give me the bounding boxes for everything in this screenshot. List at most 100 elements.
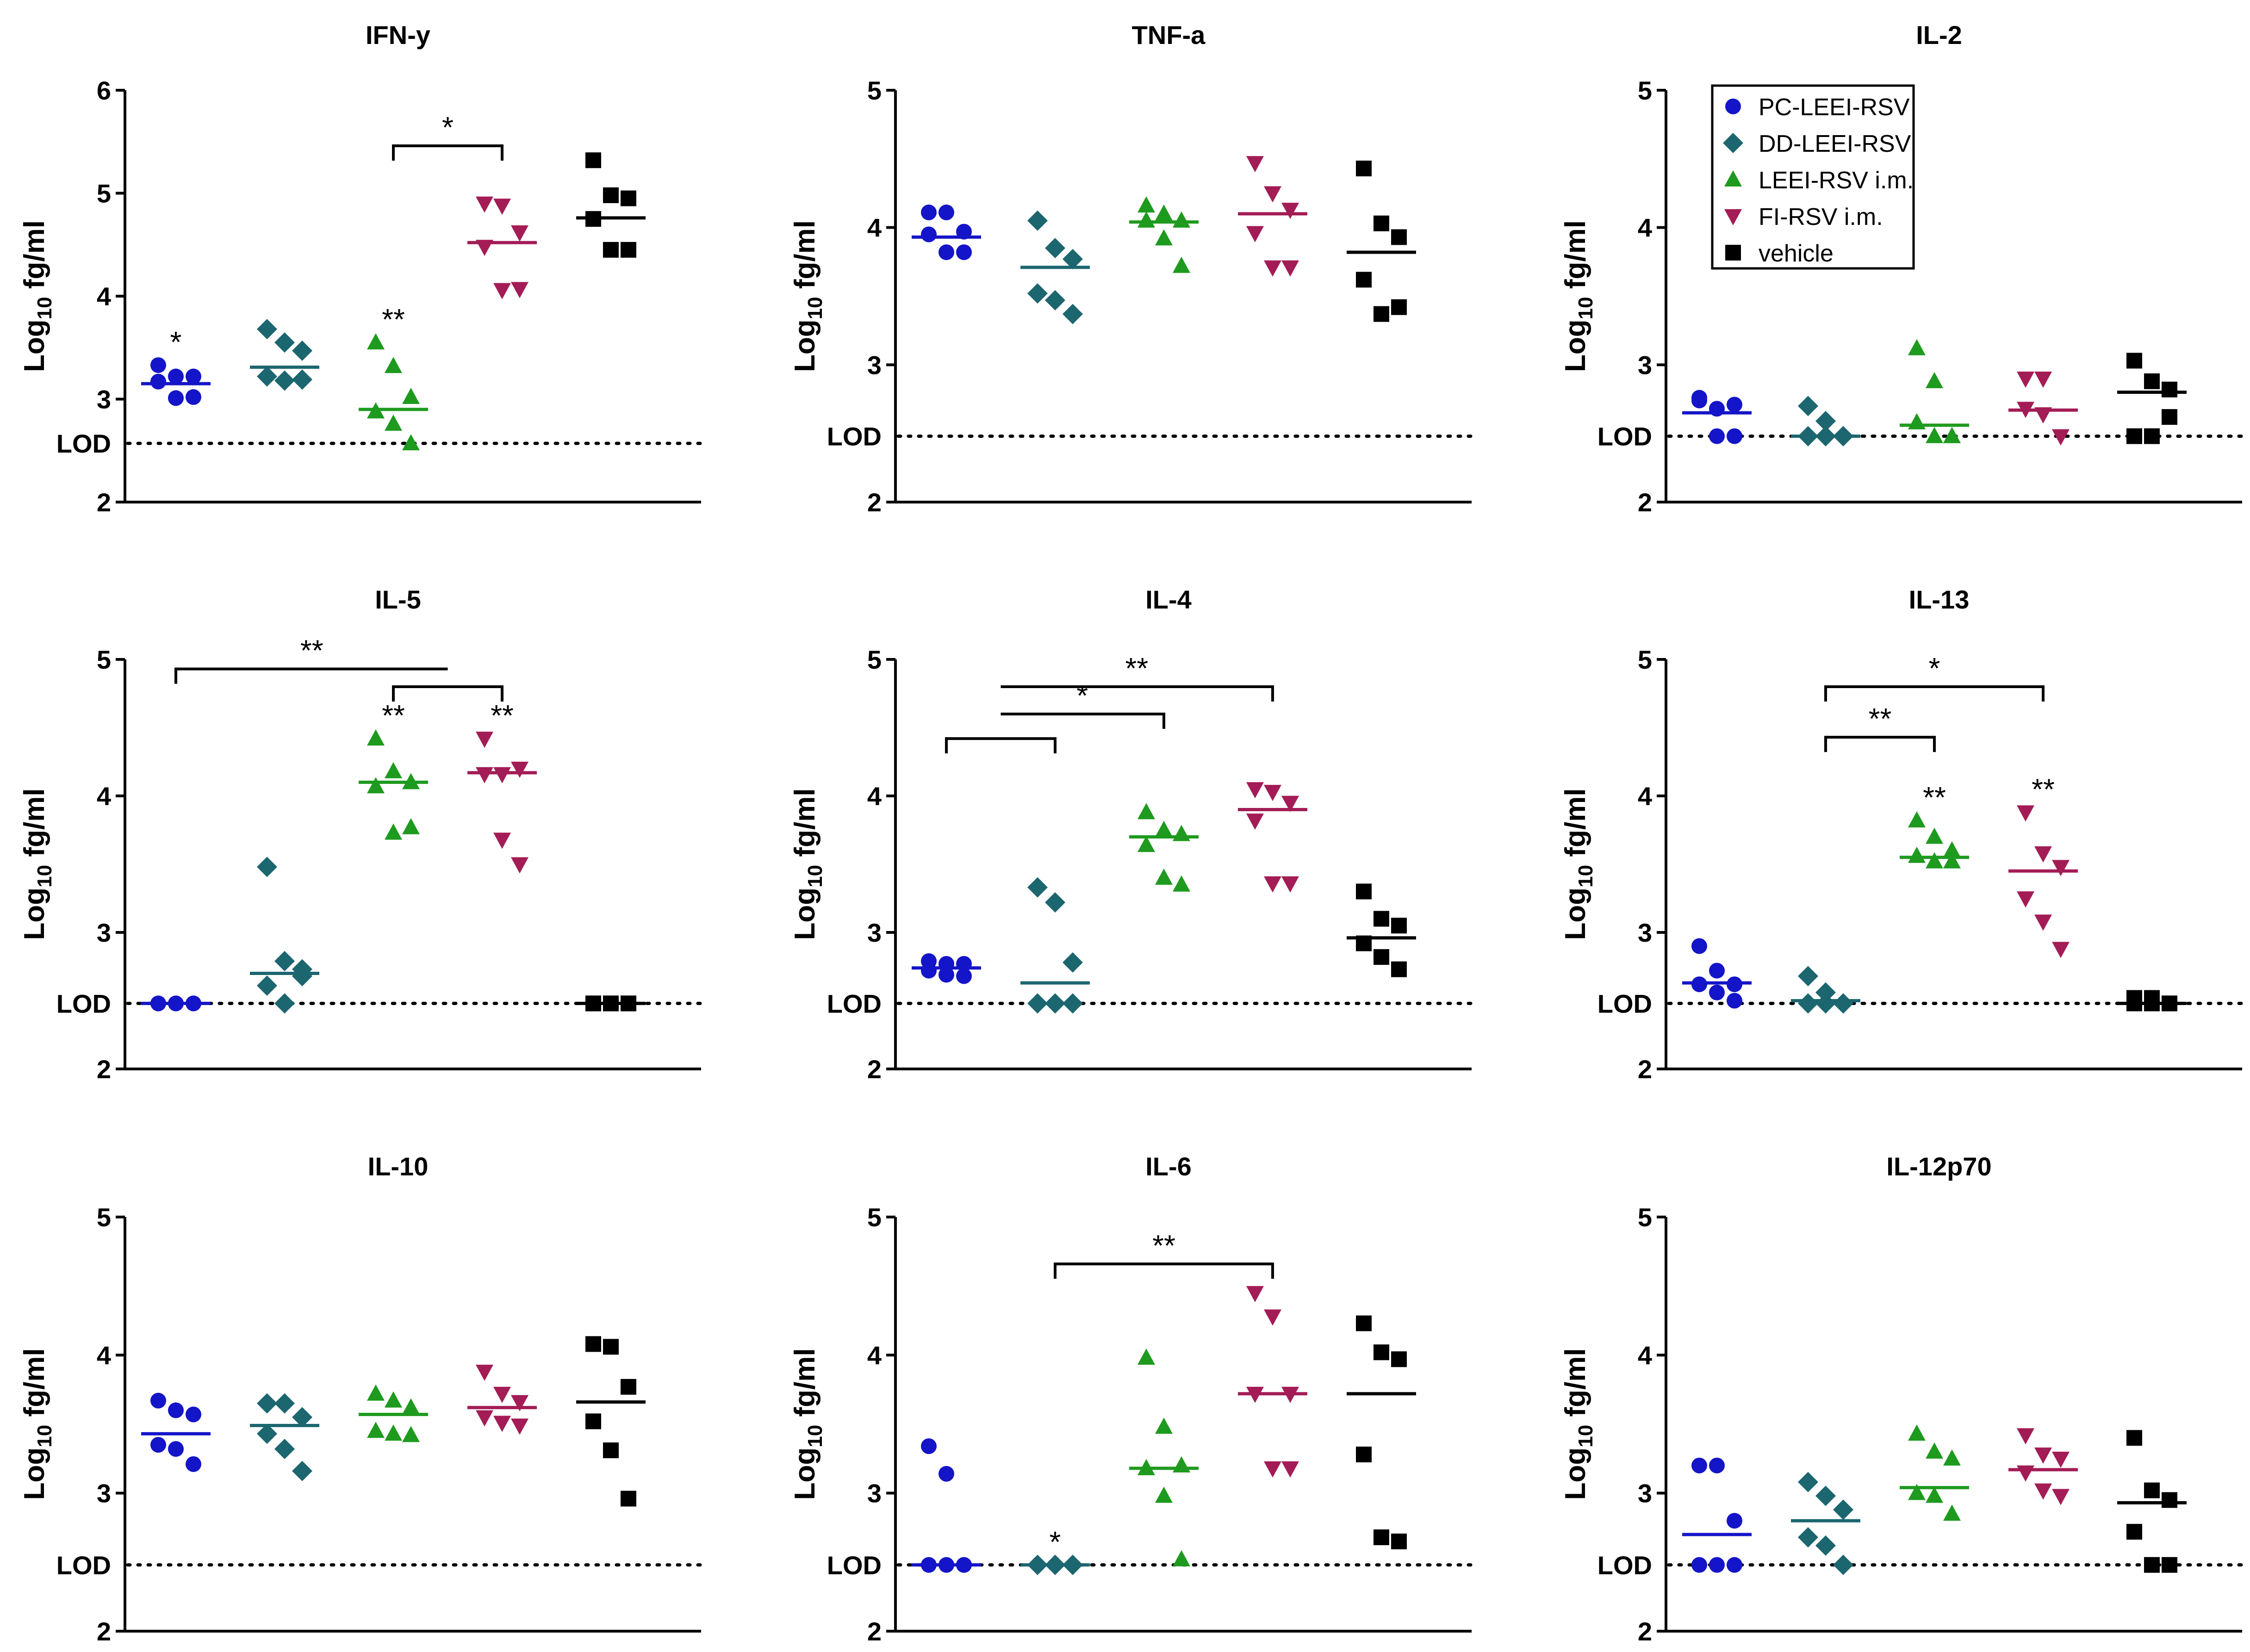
chart-panel-il-2: IL-2 2 3 4 5 LOD Log10 fg/ml <box>1560 20 2244 517</box>
data-point <box>257 319 277 340</box>
y-tick-label: 4 <box>97 1341 111 1370</box>
y-axis-label: Log10 fg/ml <box>789 789 827 940</box>
data-point <box>621 1379 636 1395</box>
data-point <box>402 388 420 404</box>
data-point <box>939 205 954 221</box>
data-point <box>150 1437 166 1453</box>
data-point <box>1356 883 1372 900</box>
data-point <box>1264 1309 1281 1326</box>
chart-title: IL-13 <box>1909 585 1970 614</box>
data-point <box>1155 205 1173 221</box>
data-point <box>2162 381 2177 397</box>
series-fi-rsv-i-m-: ** <box>2008 772 2078 958</box>
data-point <box>2034 846 2052 863</box>
series-leei-rsv-i-m-: ** <box>359 303 428 451</box>
series-pc-leei-rsv <box>912 1438 981 1573</box>
series-dd-leei-rsv <box>1791 1472 1860 1575</box>
y-tick-label: 3 <box>1638 1479 1652 1508</box>
y-tick-label: 5 <box>1638 76 1652 105</box>
significance-bracket: * <box>1001 679 1165 729</box>
data-point <box>168 1441 184 1457</box>
chart-title: IFN-y <box>366 20 430 50</box>
legend-entry: PC-LEEI-RSV <box>1725 94 1910 121</box>
data-point <box>493 832 511 849</box>
data-point <box>2052 860 2070 876</box>
data-point <box>1926 852 1943 869</box>
data-point <box>1727 1557 1742 1573</box>
data-point <box>1926 427 1943 443</box>
data-point <box>511 225 528 242</box>
data-point <box>1374 911 1389 927</box>
data-point <box>921 963 937 979</box>
data-point <box>1943 427 1961 443</box>
chart-title: TNF-a <box>1132 20 1206 50</box>
data-point <box>1137 211 1155 228</box>
series-pc-leei-rsv <box>141 1392 211 1472</box>
series-fi-rsv-i-m- <box>1238 1286 1307 1478</box>
series-dd-leei-rsv <box>250 1393 319 1481</box>
data-point <box>1374 306 1389 322</box>
lod-label: LOD <box>827 989 882 1018</box>
data-point <box>1943 1504 1961 1521</box>
lod-label: LOD <box>827 422 882 451</box>
chart-panel-tnf-a: TNF-a 2 3 4 5 LOD Log10 fg/ml <box>789 20 1473 517</box>
data-point <box>1246 226 1264 242</box>
data-point <box>274 1439 295 1459</box>
data-point <box>385 357 402 373</box>
data-point <box>1356 161 1372 177</box>
data-point <box>168 390 184 406</box>
y-axis-label: Log10 fg/ml <box>19 789 56 940</box>
legend-entry: vehicle <box>1725 240 1834 267</box>
data-point <box>292 1460 312 1481</box>
series-leei-rsv-i-m-: ** <box>1900 781 1969 869</box>
legend-label: LEEI-RSV i.m. <box>1759 167 1914 194</box>
y-tick-label: 3 <box>867 918 882 947</box>
data-point <box>1246 156 1264 173</box>
series-leei-rsv-i-m-: ** <box>359 699 428 840</box>
legend-marker <box>1725 99 1741 114</box>
data-point <box>1155 869 1173 885</box>
data-point <box>511 1418 528 1435</box>
data-point <box>2017 1428 2034 1445</box>
data-point <box>2126 1524 2142 1540</box>
data-point <box>1027 210 1048 231</box>
data-point <box>150 373 166 390</box>
y-tick-label: 2 <box>1638 1617 1652 1646</box>
data-point <box>402 1426 420 1442</box>
significance-label: ** <box>491 699 514 732</box>
y-tick-label: 5 <box>1638 645 1652 674</box>
chart-panel-il-5: IL-5 2 3 4 5 LOD Log10 fg/ml ** ** ** <box>19 585 703 1084</box>
data-point <box>274 332 295 353</box>
series-leei-rsv-i-m- <box>1129 1348 1199 1566</box>
data-point <box>2126 353 2142 369</box>
data-point <box>2034 372 2052 388</box>
data-point <box>1045 238 1065 259</box>
data-point <box>2126 1430 2142 1446</box>
series-fi-rsv-i-m- <box>2008 372 2078 446</box>
data-point <box>511 1395 528 1411</box>
y-tick-label: 3 <box>97 1479 111 1508</box>
chart-title: IL-10 <box>368 1152 429 1181</box>
y-tick-label: 5 <box>97 179 111 208</box>
lod-label: LOD <box>1597 422 1652 451</box>
significance-bracket: ** <box>1001 652 1274 702</box>
data-point <box>2144 1557 2160 1573</box>
data-point <box>367 1422 385 1438</box>
data-point <box>1943 852 1961 869</box>
data-point <box>1045 892 1065 913</box>
series-fi-rsv-i-m- <box>467 196 537 299</box>
series-leei-rsv-i-m- <box>1900 339 1969 443</box>
data-point <box>1374 949 1389 965</box>
data-point <box>1815 410 1836 431</box>
series-leei-rsv-i-m- <box>1129 803 1199 892</box>
significance-label: * <box>1050 1525 1061 1559</box>
chart-panel-il-12p70: IL-12p70 2 3 4 5 LOD Log10 fg/ml <box>1560 1152 2244 1646</box>
y-axis-label: Log10 fg/ml <box>1560 220 1597 372</box>
data-point <box>1709 428 1725 444</box>
data-point <box>1356 1447 1372 1463</box>
legend: PC-LEEI-RSV DD-LEEI-RSV LEEI-RSV i.m. FI-RS… <box>1711 84 1915 270</box>
data-point <box>476 196 493 213</box>
data-point <box>1264 186 1281 203</box>
